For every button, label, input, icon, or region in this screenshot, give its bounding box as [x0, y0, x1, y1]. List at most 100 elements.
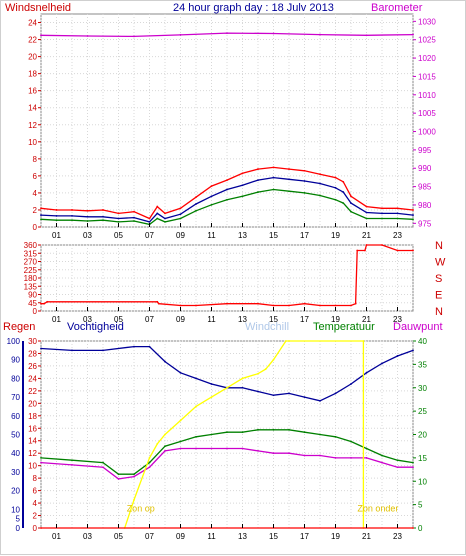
wind-speed-line-point: [288, 190, 290, 193]
rain-line-point: [412, 527, 414, 529]
humidity-line-point: [241, 386, 244, 389]
temperature-line-point: [288, 428, 290, 431]
wind-speed-line-point: [40, 218, 42, 221]
x-tick-label: 03: [83, 532, 92, 541]
dewpoint-line-point: [133, 475, 135, 478]
wind-average-line-point: [195, 203, 197, 205]
y-tick-label: 360: [24, 241, 38, 250]
dewpoint-line-point: [40, 461, 42, 464]
humidity-line-point: [210, 383, 213, 385]
solar-line-point: [272, 358, 275, 361]
humidity-line-point: [288, 392, 290, 395]
wind-speed-line-point: [102, 219, 104, 222]
dewpoint-line-point: [226, 447, 228, 450]
wind-speed-line-point: [71, 219, 73, 222]
y-tick-label: 135: [24, 282, 38, 291]
wind-speed-line-point: [365, 217, 368, 220]
x-tick-label: 15: [269, 532, 278, 541]
y-tick-label: 24: [28, 19, 37, 28]
solar-line-point: [195, 405, 197, 408]
x-tick-label: 03: [83, 231, 92, 240]
wind-average-line-point: [156, 212, 159, 215]
wind-average-line-point: [334, 186, 337, 189]
y-tick-label: 4: [33, 189, 38, 198]
wind-average-line-point: [102, 215, 104, 218]
y-tick-label: 90: [11, 356, 20, 365]
y-tick-label: 0: [33, 524, 38, 533]
x-tick-label: 17: [300, 231, 309, 240]
x-tick-label: 03: [83, 315, 92, 324]
wind-average-line-point: [350, 202, 352, 205]
humidity-line-point: [133, 345, 135, 348]
wind-average-line-point: [342, 191, 345, 193]
dewpoint-line-point: [350, 456, 352, 459]
wind-gust-line-point: [148, 217, 151, 220]
wind-speed-line-point: [272, 188, 275, 191]
dewpoint-line-point: [365, 456, 368, 459]
humidity-line-point: [381, 362, 383, 365]
y-tick-label: 1030: [418, 17, 436, 26]
temperatuur-label: Temperatuur: [313, 321, 375, 333]
solar-line-point: [133, 499, 135, 501]
wind-gust-line-point: [396, 207, 399, 210]
y-tick-label: 980: [418, 201, 432, 210]
wind-gust-line-point: [241, 172, 244, 175]
wind-speed-line-point: [133, 220, 135, 222]
barometer-line-point: [319, 33, 321, 36]
y-tick-label: 1000: [418, 128, 436, 137]
wind-gust-line-point: [156, 205, 159, 208]
y-tick-label: 12: [28, 121, 37, 130]
solar-line-point: [148, 456, 151, 459]
temperature-line-point: [334, 435, 337, 438]
sunset-annotation: Zon onder: [357, 504, 398, 514]
temperature-line-point: [133, 473, 135, 476]
humidity-line-point: [257, 390, 259, 393]
y-tick-label: 12: [28, 449, 37, 458]
wind-speed-line-point: [396, 217, 399, 220]
humidity-line-point: [334, 392, 337, 395]
wind-speed-line-point: [319, 194, 321, 197]
dewpoint-line-point: [241, 447, 244, 450]
wind-direction-line-point: [43, 302, 45, 305]
solar-line-point: [257, 372, 259, 375]
wind-gust-line-point: [319, 173, 321, 176]
x-tick-label: 07: [145, 532, 154, 541]
wind-average-line-point: [164, 217, 166, 220]
solar-line-point: [179, 419, 182, 422]
dewpoint-line-point: [319, 454, 321, 457]
x-tick-label: 11: [207, 231, 216, 240]
wind-direction-line-point: [350, 304, 352, 307]
wind-gust-line-point: [350, 195, 352, 198]
humidity-line-point: [396, 355, 399, 357]
x-tick-label: 19: [331, 532, 340, 541]
wind-speed-line-point: [350, 210, 352, 213]
solar-line-point: [210, 396, 213, 398]
dewpoint-line-point: [257, 449, 259, 452]
solar-line-point: [164, 433, 166, 436]
barometer-line-point: [365, 34, 368, 37]
humidity-line-point: [179, 371, 182, 374]
compass-label: N: [435, 240, 443, 252]
dewpoint-line-point: [272, 452, 275, 455]
y-tick-label: 28: [28, 349, 37, 358]
regen-label: Regen: [3, 321, 36, 333]
wind-average-line-point: [86, 215, 89, 218]
temperature-line-point: [179, 440, 182, 443]
wind-direction-line-point: [156, 300, 159, 303]
x-tick-label: 23: [393, 315, 402, 324]
y-tick-label: 1015: [418, 72, 436, 81]
wind-direction-line-point: [412, 249, 414, 252]
wind-direction-line-point: [226, 302, 228, 305]
temperature-line-point: [319, 433, 321, 436]
x-tick-label: 15: [269, 315, 278, 324]
temperature-line-point: [210, 433, 213, 436]
y-tick-label: 60: [11, 412, 20, 421]
barometer-line-point: [226, 32, 228, 34]
humidity-line-point: [272, 394, 275, 397]
y-tick-label: 5: [418, 501, 423, 510]
windsnelheid-label: Windsnelheid: [5, 2, 72, 14]
y-tick-label: 10: [11, 505, 20, 514]
humidity-line-point: [40, 347, 42, 350]
wind-direction-line-point: [396, 249, 399, 252]
temperature-line-point: [412, 461, 414, 464]
